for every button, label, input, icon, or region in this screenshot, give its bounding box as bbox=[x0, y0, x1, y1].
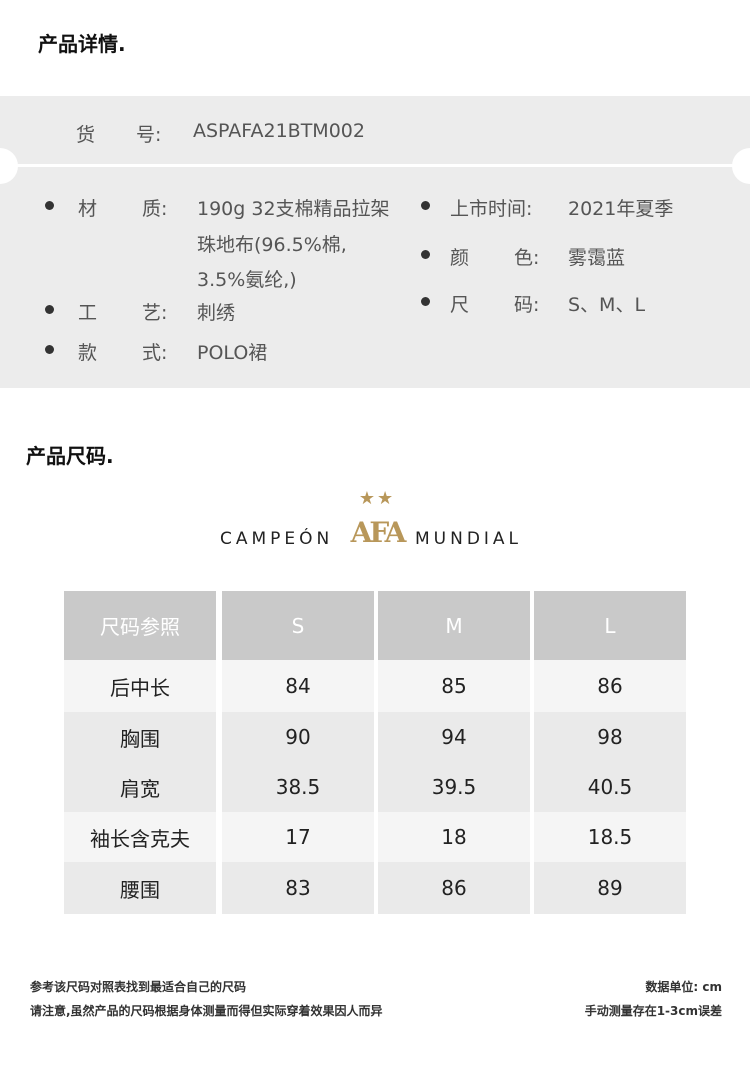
table-cell: 17 bbox=[222, 812, 374, 862]
sku-label: 货 bbox=[76, 124, 96, 146]
note-text: 请注意,虽然产品的尺码根据身体测量而得但实际穿着效果因人而异 bbox=[30, 1004, 383, 1018]
notch-right bbox=[732, 148, 750, 184]
material-label: 材 bbox=[78, 198, 98, 220]
table-row-label: 袖长含克夫 bbox=[64, 812, 216, 862]
bullet-icon bbox=[421, 297, 430, 306]
stars-icon: ★★ bbox=[358, 488, 396, 509]
bullet-icon bbox=[421, 201, 430, 210]
table-row-label: 腰围 bbox=[64, 862, 216, 914]
craft-label: 工 bbox=[78, 302, 98, 324]
table-cell: 94 bbox=[378, 712, 530, 762]
table-cell: 18.5 bbox=[534, 812, 686, 862]
table-header-label: 尺码参照 bbox=[64, 591, 216, 660]
material-value-line: 190g 32支棉精品拉架 bbox=[197, 198, 390, 220]
table-cell: 89 bbox=[534, 862, 686, 914]
table-header-size: M bbox=[378, 591, 530, 660]
table-header-size: S bbox=[222, 591, 374, 660]
logo-right-text: MUNDIAL bbox=[415, 529, 523, 549]
table-cell: 39.5 bbox=[378, 762, 530, 812]
bullet-icon bbox=[421, 250, 430, 259]
material-value-line: 3.5%氨纶,) bbox=[197, 269, 297, 291]
style-label: 款 bbox=[78, 342, 98, 364]
logo-left-text: CAMPEÓN bbox=[220, 529, 334, 549]
color-label-2: 色: bbox=[514, 247, 540, 269]
afa-logo: AFA bbox=[350, 516, 407, 549]
style-value: POLO裙 bbox=[197, 342, 268, 364]
table-cell: 38.5 bbox=[222, 762, 374, 812]
bullet-icon bbox=[45, 345, 54, 354]
table-cell: 84 bbox=[222, 660, 374, 712]
material-label-2: 质: bbox=[142, 198, 168, 220]
table-row-label: 肩宽 bbox=[64, 762, 216, 812]
details-title: 产品详情. bbox=[38, 32, 126, 56]
table-header-size: L bbox=[534, 591, 686, 660]
table-cell: 18 bbox=[378, 812, 530, 862]
release-label: 上市时间: bbox=[450, 198, 533, 220]
sku-value: ASPAFA21BTM002 bbox=[193, 120, 365, 142]
size-label-2: 码: bbox=[514, 294, 540, 316]
color-value: 雾霭蓝 bbox=[568, 247, 626, 269]
table-cell: 86 bbox=[534, 660, 686, 712]
bullet-icon bbox=[45, 305, 54, 314]
size-value: S、M、L bbox=[568, 294, 646, 316]
bullet-icon bbox=[45, 201, 54, 210]
release-value: 2021年夏季 bbox=[568, 198, 674, 220]
table-cell: 85 bbox=[378, 660, 530, 712]
material-value-line: 珠地布(96.5%棉, bbox=[197, 234, 347, 256]
size-label: 尺 bbox=[450, 294, 470, 316]
sku-label-2: 号: bbox=[136, 124, 162, 146]
table-cell: 90 bbox=[222, 712, 374, 762]
table-cell: 83 bbox=[222, 862, 374, 914]
table-row-label: 后中长 bbox=[64, 660, 216, 712]
craft-label-2: 艺: bbox=[142, 302, 168, 324]
table-cell: 40.5 bbox=[534, 762, 686, 812]
table-row-label: 胸围 bbox=[64, 712, 216, 762]
unit-note: 数据单位: cm bbox=[645, 980, 722, 994]
table-cell: 98 bbox=[534, 712, 686, 762]
table-cell: 86 bbox=[378, 862, 530, 914]
size-title: 产品尺码. bbox=[26, 444, 114, 468]
details-panel bbox=[0, 96, 750, 388]
style-label-2: 式: bbox=[142, 342, 168, 364]
craft-value: 刺绣 bbox=[197, 302, 236, 324]
notch-left bbox=[0, 148, 18, 184]
divider bbox=[0, 164, 750, 167]
error-note: 手动测量存在1-3cm误差 bbox=[584, 1004, 722, 1018]
note-text: 参考该尺码对照表找到最适合自己的尺码 bbox=[30, 980, 247, 994]
color-label: 颜 bbox=[450, 247, 470, 269]
